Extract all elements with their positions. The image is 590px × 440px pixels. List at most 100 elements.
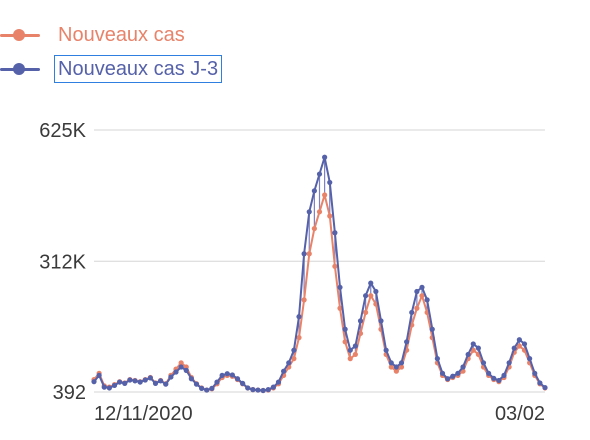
data-point-series-1 [322,154,328,160]
legend-swatch-nouveaux-cas [0,25,40,45]
data-point-series-1 [286,360,292,366]
data-point-series-1 [265,387,271,393]
data-point-series-1 [214,379,220,385]
data-point-series-0 [337,305,343,311]
data-point-series-1 [291,347,297,353]
data-point-series-0 [316,209,323,215]
data-point-series-1 [439,370,446,376]
data-point-series-1 [122,380,128,386]
data-point-series-1 [168,374,174,380]
legend-item-nouveaux-cas[interactable]: Nouveaux cas [0,18,222,52]
data-point-series-1 [158,378,164,384]
data-point-series-1 [296,314,302,320]
data-point-series-1 [188,376,194,382]
legend-swatch-nouveaux-cas-j3 [0,59,40,79]
data-point-series-1 [178,364,184,370]
data-point-series-1 [260,387,266,394]
data-point-series-1 [255,387,261,393]
data-point-series-0 [327,213,333,219]
data-point-series-1 [486,370,492,376]
data-point-series-1 [91,379,97,385]
data-point-series-1 [368,280,374,286]
data-point-series-1 [414,288,420,295]
data-point-series-1 [429,326,435,332]
data-point-series-1 [301,251,307,257]
data-point-series-1 [163,381,169,387]
data-point-series-1 [147,375,153,381]
data-point-series-1 [450,373,456,379]
data-point-series-1 [219,372,225,378]
data-point-series-0 [322,192,328,198]
data-point-series-1 [383,347,389,353]
data-point-series-0 [332,263,338,269]
data-point-series-1 [363,293,369,299]
data-point-series-1 [250,387,256,393]
data-point-series-1 [132,378,138,384]
data-point-series-1 [388,360,394,366]
data-point-series-0 [368,293,374,299]
data-point-series-1 [337,284,343,290]
data-point-series-0 [342,339,348,345]
data-point-series-1 [234,376,241,382]
chart-legend: Nouveaux cas Nouveaux cas J-3 [0,18,223,86]
data-point-series-1 [511,345,517,351]
data-point-series-1 [209,385,215,391]
data-point-series-1 [347,347,353,353]
data-point-series-1 [465,351,471,358]
data-point-series-1 [311,188,317,194]
data-point-series-0 [352,351,358,358]
data-point-series-1 [275,379,282,385]
data-point-series-1 [496,377,502,384]
data-point-series-1 [183,367,189,373]
data-point-series-1 [270,384,276,390]
legend-label-nouveaux-cas: Nouveaux cas [58,24,185,46]
data-point-series-1 [137,379,143,385]
data-point-series-1 [240,380,246,386]
data-point-series-1 [127,377,133,383]
data-point-series-1 [409,309,415,316]
data-point-series-0 [470,347,476,353]
data-point-series-1 [327,179,333,186]
data-point-series-1 [106,385,112,391]
data-point-series-1 [470,341,476,347]
data-point-series-1 [332,230,338,236]
legend-label-nouveaux-cas-j3: Nouveaux cas J-3 [54,55,223,83]
data-point-series-0 [296,335,302,341]
data-point-series-1 [229,372,235,378]
data-point-series-1 [111,382,118,389]
legend-item-nouveaux-cas-j3[interactable]: Nouveaux cas J-3 [0,52,223,86]
data-point-series-1 [460,364,466,370]
data-point-series-1 [516,337,522,343]
series-line-0 [93,191,546,392]
data-point-series-1 [152,380,159,386]
data-point-series-1 [404,339,410,345]
data-point-series-0 [398,364,405,370]
data-point-series-1 [424,297,430,303]
data-point-series-1 [101,384,107,390]
data-point-series-1 [501,372,507,378]
data-point-series-0 [291,356,297,362]
data-point-series-1 [199,385,205,391]
data-point-series-1 [342,326,348,332]
y-tick-label: 625K [39,120,86,142]
data-point-series-0 [363,309,369,316]
data-point-series-1 [527,356,533,362]
data-point-series-1 [352,343,358,349]
data-point-series-0 [311,225,317,232]
data-point-series-1 [455,370,461,376]
data-point-series-1 [142,377,148,383]
data-point-series-1 [532,370,538,376]
data-point-series-1 [373,288,379,295]
data-point-series-1 [491,375,497,381]
data-point-series-1 [434,356,440,362]
data-point-series-1 [480,360,487,366]
y-tick-label: 312K [39,251,86,273]
data-point-series-1 [245,385,251,391]
data-point-series-0 [306,251,312,257]
data-point-series-1 [316,171,323,177]
data-point-series-1 [306,209,312,215]
data-point-series-1 [378,318,384,324]
data-point-series-1 [173,369,179,375]
data-point-series-0 [393,368,399,374]
